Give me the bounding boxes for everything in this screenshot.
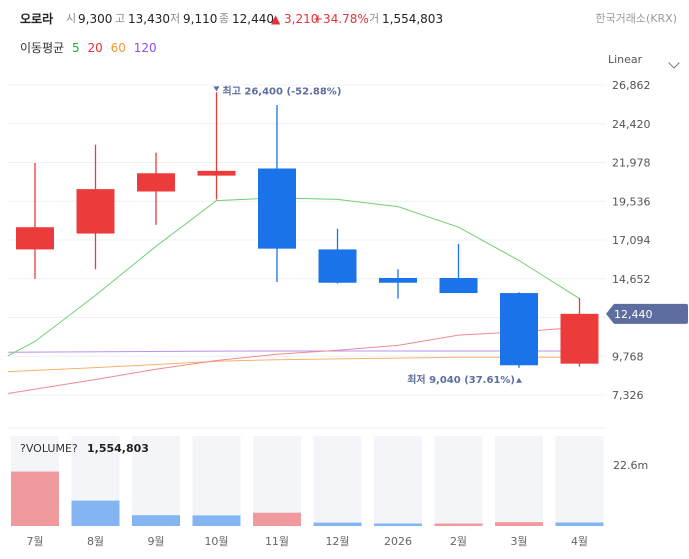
- y-tick-label: 17,094: [612, 234, 651, 247]
- x-tick-label: 10월: [204, 535, 228, 548]
- ma-legend-item[interactable]: 60: [110, 41, 126, 55]
- x-tick-label: 2월: [450, 535, 467, 548]
- y-tick-label: 24,420: [612, 118, 651, 131]
- volume-bar: [313, 522, 362, 526]
- y-tick-label: 21,978: [612, 157, 651, 170]
- candle-body: [500, 293, 538, 366]
- x-tick-label: 7월: [26, 535, 43, 548]
- min-price-label: 최저 9,040 (37.61%): [407, 373, 515, 386]
- exchange-name: 한국거래소(KRX): [595, 12, 677, 25]
- high-label: 고: [115, 12, 126, 25]
- candle-body: [439, 277, 478, 294]
- volume-slot: [192, 436, 241, 526]
- ma-legend-item[interactable]: 120: [133, 41, 157, 55]
- volume-bar: [253, 512, 301, 526]
- volume-value: 1,554,803: [382, 12, 444, 26]
- x-tick-label: 4월: [571, 535, 588, 548]
- volume-slot: [495, 436, 543, 526]
- y-tick-label: 14,652: [612, 273, 651, 286]
- y-tick-label: 26,862: [612, 79, 651, 92]
- x-tick-label: 3월: [510, 535, 527, 548]
- x-tick-label: 8월: [87, 535, 104, 548]
- y-tick-label: 9,768: [612, 350, 644, 363]
- min-marker: [516, 377, 522, 383]
- ma60-line: [7, 356, 580, 373]
- candle-body: [137, 173, 175, 192]
- low-label: 저: [170, 12, 181, 25]
- volume-bar: [374, 523, 422, 526]
- volume-last-value: 1,554,803: [87, 442, 149, 455]
- x-tick-label: 11월: [265, 535, 289, 548]
- volume-label: 거: [369, 12, 380, 25]
- candle-body: [197, 170, 236, 176]
- last-price-label: 12,440: [614, 308, 653, 321]
- y-tick-label: 7,326: [612, 389, 644, 402]
- volume-bar: [555, 522, 604, 526]
- stock-name: 오로라: [20, 12, 54, 26]
- low-value: 9,110: [183, 12, 218, 26]
- volume-bar: [11, 471, 59, 526]
- close-label: 종: [219, 12, 230, 25]
- ma20-line: [7, 326, 580, 394]
- volume-slot: [434, 436, 483, 526]
- candle-body: [258, 168, 296, 249]
- ma-legend-item[interactable]: 5: [72, 41, 80, 55]
- high-value: 13,430: [128, 12, 170, 26]
- ma120-line: [7, 350, 580, 353]
- open-value: 9,300: [78, 12, 113, 26]
- scale-mode-button[interactable]: Linear: [608, 53, 643, 66]
- ma-legend-title: 이동평균: [20, 41, 65, 55]
- change-value: ▲ 3,210: [271, 12, 319, 26]
- volume-bar: [495, 522, 543, 526]
- volume-bar: [192, 515, 241, 526]
- volume-slot: [253, 436, 301, 526]
- volume-bar: [132, 515, 180, 526]
- max-price-label: 최고 26,400 (-52.88%): [223, 84, 342, 97]
- volume-slot: [132, 436, 180, 526]
- x-tick-label: 9월: [147, 535, 164, 548]
- candle-body: [379, 277, 417, 283]
- candle-body: [318, 249, 357, 283]
- volume-bar: [434, 523, 483, 526]
- x-tick-label: 12월: [325, 535, 349, 548]
- candle-body: [560, 313, 599, 364]
- candle-body: [76, 189, 115, 234]
- moving-average-legend: 이동평균 5 20 60 120: [20, 39, 161, 56]
- close-value: 12,440: [232, 12, 274, 26]
- candle-body: [16, 227, 54, 250]
- volume-slot: [313, 436, 362, 526]
- open-label: 시: [66, 12, 77, 25]
- volume-bar: [71, 500, 120, 526]
- volume-axis-label: 22.6m: [613, 459, 648, 472]
- stock-header: 오로라 시 9,300 고 13,430 저 9,110 종 12,440 ▲ …: [0, 0, 689, 34]
- y-tick-label: 19,536: [612, 195, 651, 208]
- volume-slot: [374, 436, 422, 526]
- ma-legend-item[interactable]: 20: [87, 41, 103, 55]
- last-price-tag: [606, 303, 688, 324]
- volume-slot: [555, 436, 604, 526]
- change-percent: +34.78%: [313, 12, 369, 26]
- volume-title: ?VOLUME?: [20, 442, 78, 455]
- x-tick-label: 2026: [384, 535, 412, 548]
- max-marker: [213, 86, 220, 92]
